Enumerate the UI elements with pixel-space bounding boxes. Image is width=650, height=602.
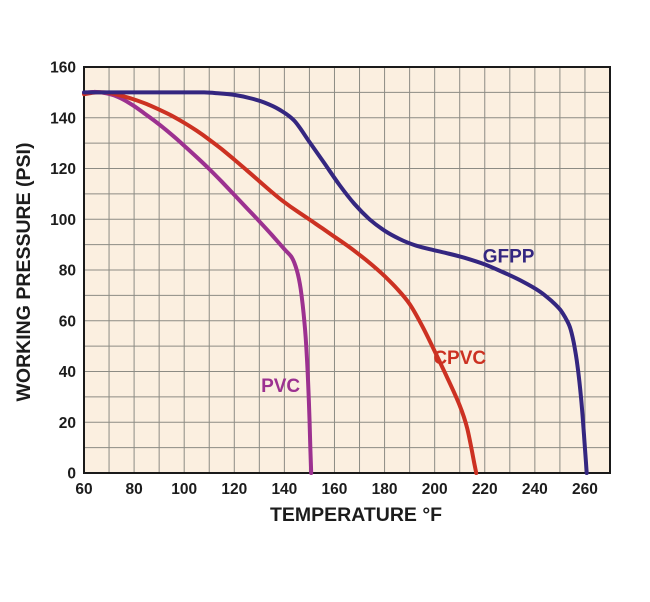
y-tick-label: 140 <box>50 110 76 127</box>
y-axis-title: WORKING PRESSURE (PSI) <box>13 143 35 402</box>
x-tick-label: 260 <box>572 481 598 498</box>
plot-border <box>83 66 611 474</box>
x-tick-label: 160 <box>322 481 348 498</box>
series-line-gfpp <box>82 90 589 475</box>
y-tick-label: 0 <box>67 466 76 483</box>
x-tick-label: 200 <box>422 481 448 498</box>
series-label-cpvc: CPVC <box>433 348 486 369</box>
x-tick-label: 60 <box>75 481 92 498</box>
series-line-cpvc <box>82 90 479 475</box>
x-tick-label: 140 <box>271 481 297 498</box>
y-tick-label: 160 <box>50 60 76 77</box>
x-tick-label: 120 <box>221 481 247 498</box>
x-tick-label: 80 <box>125 481 142 498</box>
y-tick-label: 20 <box>59 415 76 432</box>
y-tick-label: 80 <box>59 263 76 280</box>
y-tick-label: 40 <box>59 364 76 381</box>
x-axis-title: TEMPERATURE °F <box>270 504 442 526</box>
y-tick-label: 100 <box>50 212 76 229</box>
series-line-pvc <box>82 89 314 475</box>
y-tick-label: 120 <box>50 161 76 178</box>
x-tick-label: 180 <box>372 481 398 498</box>
series-label-pvc: PVC <box>261 376 300 397</box>
x-tick-label: 240 <box>522 481 548 498</box>
x-tick-label: 220 <box>472 481 498 498</box>
series-label-gfpp: GFPP <box>483 247 535 268</box>
y-tick-label: 60 <box>59 313 76 330</box>
x-tick-label: 100 <box>171 481 197 498</box>
